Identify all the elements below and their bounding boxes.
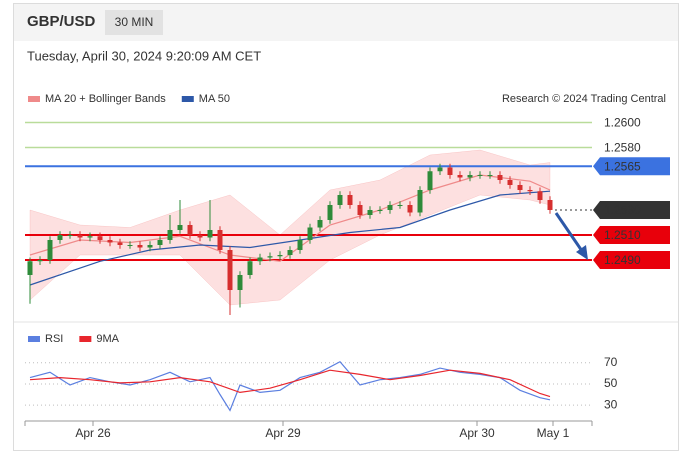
candle-body bbox=[57, 235, 63, 240]
candle-body bbox=[177, 225, 183, 230]
x-tick-label: Apr 26 bbox=[75, 426, 111, 440]
candle-body bbox=[357, 205, 363, 215]
candle-body bbox=[497, 175, 503, 180]
interval-box bbox=[105, 10, 163, 35]
candle-body bbox=[477, 175, 483, 176]
interval: 30 MIN bbox=[115, 15, 154, 29]
candle-body bbox=[297, 240, 303, 250]
legend-swatch bbox=[79, 336, 92, 342]
forecast-arrowhead bbox=[576, 245, 588, 260]
candle-body bbox=[157, 240, 163, 245]
candle-body bbox=[47, 240, 53, 260]
candle-body bbox=[87, 236, 93, 238]
y-tick-label: 50 bbox=[604, 376, 618, 390]
y-tick-label: 30 bbox=[604, 397, 618, 411]
candle-body bbox=[527, 190, 533, 192]
legend-swatch bbox=[181, 96, 194, 102]
candle-body bbox=[257, 257, 263, 262]
candle-body bbox=[147, 245, 153, 248]
y-tick-label: 70 bbox=[604, 355, 618, 369]
level-label: 1.2510 bbox=[604, 228, 641, 242]
legend-swatch bbox=[28, 336, 40, 342]
rsi-line bbox=[29, 360, 551, 412]
level-tag bbox=[593, 226, 670, 244]
legend-label: 9MA bbox=[96, 333, 119, 345]
forecast-arrow bbox=[554, 212, 584, 252]
candle-body bbox=[197, 235, 203, 238]
rsi-line bbox=[29, 369, 551, 398]
candle-body bbox=[187, 225, 193, 235]
candle-body bbox=[207, 230, 213, 238]
level-tag bbox=[593, 157, 670, 176]
x-tick-label: Apr 30 bbox=[459, 426, 495, 440]
candle-body bbox=[277, 255, 283, 257]
candle-body bbox=[467, 175, 473, 178]
legend-label: MA 20 + Bollinger Bands bbox=[45, 93, 166, 105]
level-tag bbox=[593, 201, 670, 219]
timestamp: Tuesday, April 30, 2024 9:20:09 AM CET bbox=[27, 48, 261, 63]
candle-body bbox=[247, 261, 253, 275]
candle-body bbox=[67, 235, 73, 236]
candle-body bbox=[137, 245, 143, 248]
candle-body bbox=[447, 167, 453, 175]
candle-body bbox=[347, 195, 353, 205]
level-tag bbox=[593, 251, 670, 269]
candle-body bbox=[417, 190, 423, 213]
credit: Research © 2024 Trading Central bbox=[502, 93, 666, 105]
level-label: 1.2580 bbox=[604, 141, 641, 155]
candle-body bbox=[397, 205, 403, 206]
candle-body bbox=[167, 230, 173, 240]
legend-swatch bbox=[28, 96, 40, 102]
candle-body bbox=[27, 261, 33, 275]
candle-body bbox=[227, 250, 233, 290]
candle-body bbox=[117, 242, 123, 245]
candle-body bbox=[77, 235, 83, 238]
price-panel: MA 20 + Bollinger Bands MA 50 Research © 2… bbox=[25, 93, 670, 315]
candle-body bbox=[287, 250, 293, 255]
candle-body bbox=[367, 210, 373, 215]
candle-body bbox=[237, 275, 243, 290]
candle-body bbox=[267, 256, 273, 258]
x-tick-label: Apr 29 bbox=[265, 426, 301, 440]
rsi-panel: RSI 9MA 70 50 30 Apr 26 Apr 29 Apr 30 May 1 bbox=[24, 333, 618, 440]
level-label: 1.2565 bbox=[604, 159, 641, 173]
candle-body bbox=[97, 236, 103, 240]
candle-body bbox=[37, 260, 43, 262]
candle-body bbox=[407, 205, 413, 213]
candle-body bbox=[427, 171, 433, 190]
x-tick-label: May 1 bbox=[537, 426, 570, 440]
candle-body bbox=[547, 200, 553, 210]
level-label: 1.2490 bbox=[604, 253, 641, 267]
candle-body bbox=[507, 180, 513, 185]
candle-body bbox=[337, 195, 343, 205]
candle-body bbox=[387, 205, 393, 210]
level-label: 1.2530 bbox=[604, 203, 641, 217]
candle-body bbox=[537, 191, 543, 200]
candle-body bbox=[517, 185, 523, 190]
level-label: 1.2600 bbox=[604, 116, 641, 130]
legend-label: RSI bbox=[45, 333, 63, 345]
candle-body bbox=[107, 240, 113, 243]
candle-body bbox=[317, 220, 323, 228]
candle-body bbox=[457, 175, 463, 178]
candle-body bbox=[377, 210, 383, 211]
candle-body bbox=[307, 227, 313, 240]
candle-body bbox=[487, 175, 493, 176]
candle-body bbox=[437, 167, 443, 172]
candle-body bbox=[127, 245, 133, 246]
legend-label: MA 50 bbox=[199, 93, 230, 105]
candle-body bbox=[327, 205, 333, 220]
symbol: GBP/USD bbox=[27, 13, 96, 30]
ma-line bbox=[29, 174, 551, 262]
candle-body bbox=[217, 230, 223, 250]
